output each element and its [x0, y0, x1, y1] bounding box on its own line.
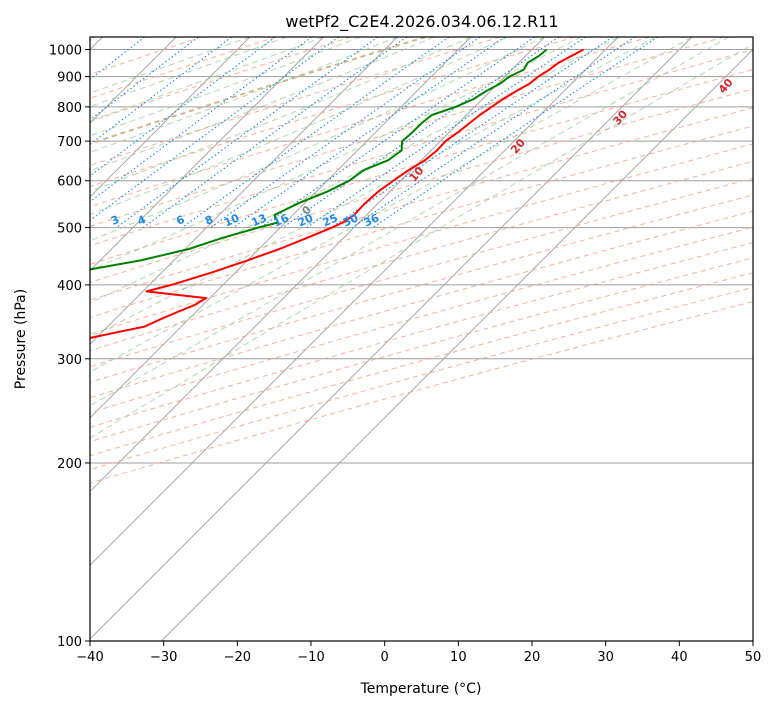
mixing-ratio-line: [90, 37, 339, 222]
dry-adiabat: [90, 48, 753, 247]
mixing-ratio-line: [210, 37, 481, 229]
x-tick-label: 50: [745, 650, 762, 665]
chart-title: wetPf2_C2E4.2026.034.06.12.R11: [285, 12, 558, 32]
mixing-ratio-line: [306, 37, 586, 229]
x-tick-label: 40: [671, 650, 688, 665]
mixing-ratio-line: [232, 37, 506, 229]
dry-adiabat: [90, 125, 753, 318]
plot-series: [90, 48, 585, 339]
moist-adiabat: [90, 37, 287, 108]
mixing-ratio-line: [90, 37, 232, 145]
y-tick-label: 400: [57, 279, 82, 294]
moist-adiabat: [90, 37, 729, 407]
mixing-ratio-label: 20: [296, 211, 316, 229]
dry-adiabat: [90, 37, 576, 187]
moist-adiabat: [90, 37, 545, 242]
dry-adiabat: [90, 143, 753, 335]
y-tick-label: 700: [57, 135, 82, 150]
moist-adiabat: [90, 37, 472, 192]
dry-adiabat: [90, 272, 753, 457]
temperature-profile: [90, 48, 585, 339]
mixing-ratio-label: 13: [249, 211, 268, 229]
y-tick-label: 800: [57, 101, 82, 116]
dry-adiabat: [90, 37, 277, 99]
dewpoint-profile: [90, 48, 548, 271]
mixing-ratio-line: [260, 37, 535, 229]
y-axis-label: Pressure (hPa): [13, 289, 29, 389]
plot-frame: [89, 36, 754, 642]
dry-adiabat: [90, 210, 753, 399]
y-tick-label: 900: [57, 71, 82, 86]
mixing-ratio-line: [372, 37, 659, 229]
x-tick-label: 30: [597, 650, 614, 665]
moist-adiabat: [90, 37, 398, 153]
isotherm-0: [90, 37, 398, 345]
x-tick-label: −20: [224, 650, 251, 665]
mixing-ratio-label: 25: [321, 211, 340, 229]
moist-adiabat: [90, 37, 435, 172]
moist-adiabat: [90, 43, 753, 439]
isotherm--10: [90, 37, 324, 272]
mixing-ratio-label: 36: [362, 211, 382, 229]
isotherm--20: [90, 37, 251, 198]
dry-adiabat: [90, 37, 650, 208]
axes-ticks: −40 −30 −20 −10 0 10 20 30 40 50 100 200 300 400 500 60…: [49, 44, 761, 665]
moist-adiabat: [90, 37, 508, 215]
x-tick-label: 0: [381, 650, 389, 665]
isotherm-50: [161, 48, 753, 641]
y-tick-label: 600: [57, 175, 82, 190]
mixing-ratio-line: [116, 37, 379, 229]
moist-adiabat: [90, 37, 656, 338]
dry-adiabat: [90, 37, 351, 122]
y-tick-label: 300: [57, 353, 82, 368]
isotherm-40: [90, 37, 693, 640]
dry-adiabat: [90, 257, 753, 443]
y-tick-label: 100: [57, 635, 82, 650]
x-tick-label: −10: [297, 650, 324, 665]
dry-adiabat: [90, 301, 753, 484]
x-tick-label: 10: [450, 650, 467, 665]
isotherm-10: [90, 37, 472, 419]
y-tick-label: 200: [57, 457, 82, 472]
y-tick-label: 1000: [49, 44, 82, 59]
moist-adiabat: [90, 37, 619, 304]
moist-adiabat: [90, 37, 324, 122]
x-tick-label: −40: [76, 650, 103, 665]
mixing-ratio-line: [90, 37, 199, 121]
x-axis-label: Temperature (°C): [360, 681, 482, 697]
mixing-ratio-label: 10: [222, 211, 242, 229]
dry-adiabat: [90, 37, 501, 166]
x-tick-label: −30: [150, 650, 177, 665]
mixing-ratio-line: [351, 37, 636, 229]
mixing-ratio-label: 30: [341, 211, 361, 229]
moist-adiabat: [90, 37, 582, 271]
mixing-ratio-line: [181, 37, 450, 229]
isotherm-30: [90, 37, 619, 566]
y-tick-label: 500: [57, 222, 82, 237]
dry-adiabat: [90, 226, 753, 414]
dry-adiabat: [90, 37, 725, 227]
x-tick-label: 20: [524, 650, 541, 665]
mixing-ratio-label: 16: [272, 211, 292, 229]
mixing-ratio-line: [142, 37, 408, 229]
